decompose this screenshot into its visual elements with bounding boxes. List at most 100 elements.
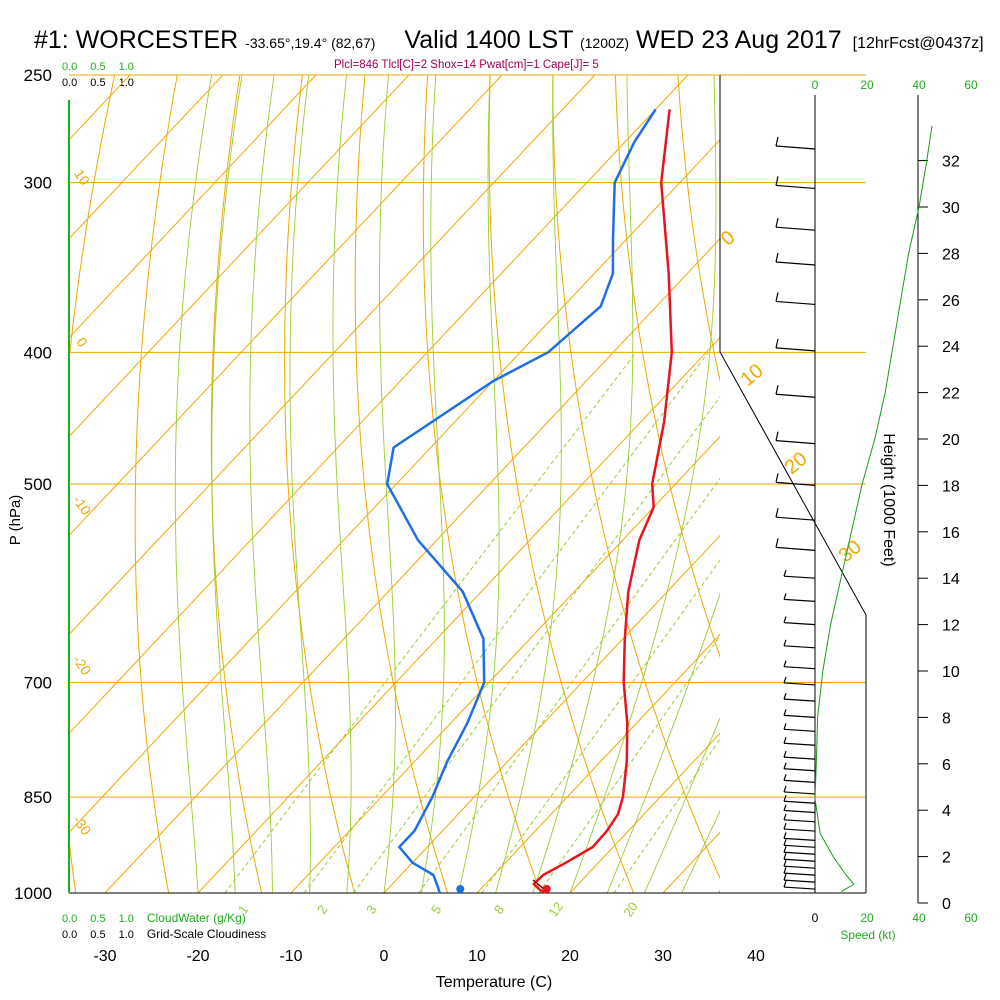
mixing-ratio-label: 3 (363, 902, 379, 917)
height-tick-label: 4 (942, 803, 951, 820)
speed-axis-label: Speed (kt) (840, 928, 895, 942)
wind-barb-flag (775, 292, 779, 302)
wind-barb-flag (783, 832, 787, 839)
wind-barb-flag (783, 853, 787, 860)
moist-adiabat-line (569, 75, 717, 893)
mixing-ratio-label: 20 (620, 899, 641, 919)
speed-tick-label-bottom: 40 (912, 911, 926, 925)
isotherm-label: 10 (737, 360, 768, 391)
forecast-info: [12hrFcst@0437z] (852, 35, 984, 52)
wind-barb (783, 858, 816, 862)
dry-adiabat-line (422, 75, 542, 893)
moist-adiabat-line (174, 75, 213, 893)
moist-adiabat-line (289, 75, 311, 893)
isotherm-line (69, 75, 410, 438)
pressure-tick-label: 850 (24, 788, 52, 807)
dewpoint-profile-line (385, 108, 657, 894)
temperature-profile-line (532, 109, 674, 895)
wind-barb (783, 791, 816, 795)
isotherm-line (69, 75, 224, 240)
height-tick-label: 26 (942, 293, 960, 310)
wind-barb (783, 682, 816, 686)
wind-barb-flag (783, 660, 787, 667)
pressure-tick-label: 1000 (14, 884, 52, 903)
wind-barb-flag (783, 846, 787, 853)
isotherm-label: -10 (70, 492, 95, 518)
wind-barb-flag (783, 880, 787, 888)
sounding-parameters: Plcl=846 Tlcl[C]=2 Shox=14 Pwat[cm]=1 Ca… (334, 59, 599, 71)
wind-barb (783, 714, 816, 718)
wind-barb (783, 837, 816, 841)
height-tick-label: 32 (942, 154, 960, 171)
pressure-tick-label: 700 (24, 674, 52, 693)
isotherm-label: 30 (835, 536, 866, 567)
temperature-tick-label: 0 (380, 948, 389, 965)
mixing-ratio-label: 2 (314, 902, 330, 917)
cloudwater-tick: 0.5 (90, 913, 106, 925)
wind-barb (783, 851, 816, 855)
wind-barb-flag (783, 785, 787, 793)
dry-adiabat-line (991, 75, 1000, 893)
utc-time: (1200Z) (579, 35, 630, 51)
cloudiness-scale-top: 0.0 0.5 1.0 (62, 77, 147, 89)
moist-adiabat-line (249, 75, 275, 893)
speed-tick-label-bottom: 0 (812, 911, 819, 925)
cloudwater-tick: 1.0 (118, 913, 134, 925)
cloudiness-tick: 0.5 (90, 77, 106, 89)
mixing-ratio-label: 12 (545, 899, 566, 919)
mixing-ratio-line (353, 396, 720, 893)
height-tick-label: 14 (942, 571, 960, 588)
mixing-ratio-line (481, 559, 720, 893)
mixing-ratio-label: 8 (491, 902, 507, 917)
wind-barb (783, 742, 816, 746)
speed-tick-label-top: 40 (912, 78, 926, 92)
wind-barb (783, 622, 816, 626)
isotherm-line (383, 534, 720, 893)
surface-temperature-marker (542, 885, 551, 893)
isotherm-label: -30 (70, 812, 95, 838)
dry-adiabat-line (69, 75, 116, 893)
height-tick-label: 10 (942, 664, 960, 681)
wind-barb-flag (783, 762, 787, 769)
isotherm-label: 10 (71, 166, 93, 188)
station-coords: -33.65°,19.4° (82,67) (245, 35, 376, 51)
wind-barb (775, 226, 816, 231)
isotherm-label: 0 (73, 334, 91, 350)
wind-barb-flag (775, 508, 779, 518)
wind-barb (783, 768, 816, 772)
pressure-tick-label: 300 (24, 174, 52, 193)
wind-barb-flag (783, 804, 787, 811)
temperature-tick-label: 20 (561, 948, 579, 965)
speed-tick-label-bottom: 20 (860, 911, 874, 925)
wind-barb (783, 886, 816, 890)
dry-adiabat-line (488, 75, 635, 893)
cloudiness-tick: 0.0 (62, 929, 78, 941)
wind-barb-flag (775, 385, 779, 395)
dry-adiabat-line (552, 75, 720, 880)
mixing-ratio-line (224, 352, 637, 893)
height-tick-label: 18 (942, 478, 960, 495)
cloudiness-tick: 1.0 (118, 77, 134, 89)
height-tick-label: 28 (942, 246, 960, 263)
valid-date: WED 23 Aug 2017 (635, 26, 842, 54)
wind-barb (783, 879, 816, 883)
wind-barb-flag (775, 136, 779, 147)
wind-barb-flag (783, 866, 787, 874)
pressure-tick-label: 500 (24, 475, 52, 494)
height-tick-label: 0 (942, 896, 951, 913)
wind-barb (775, 145, 816, 150)
wind-barb-flag (783, 676, 787, 684)
moist-adiabat-line (420, 75, 445, 893)
cloudwater-tick: 1.0 (118, 61, 134, 73)
station-name: #1: WORCESTER (34, 26, 239, 54)
isotherm-line (69, 75, 317, 339)
wind-barb-flag (783, 795, 787, 802)
wind-barb-flag (783, 839, 787, 846)
wind-barb (783, 819, 816, 823)
wind-barb-flag (783, 750, 787, 758)
wind-barb (775, 393, 816, 398)
moist-adiabat-line (332, 75, 352, 893)
wind-barb-flag (775, 218, 779, 228)
moist-adiabat-line (211, 75, 243, 893)
wind-barb-flag (783, 860, 787, 867)
